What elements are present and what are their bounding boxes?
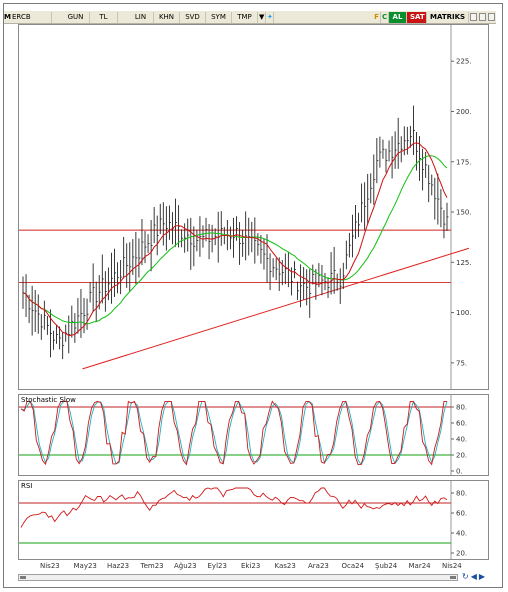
date-tick-label: Oca24 — [341, 562, 365, 570]
date-tick-label: Ara23 — [308, 562, 329, 570]
navigation-controls: ↻ ◀ ▶ — [462, 571, 492, 582]
scroll-left-icon[interactable]: ◀ — [470, 572, 477, 581]
toolbar-gap — [52, 12, 62, 23]
date-tick-label: Ağu23 — [174, 562, 197, 570]
sym-button[interactable]: SYM — [206, 11, 232, 23]
matriks-button[interactable]: MATRIKS — [427, 11, 469, 23]
date-tick-label: Kas23 — [274, 562, 296, 570]
fast-moving-average — [22, 142, 448, 337]
stochastic-tick-label: 40. — [456, 436, 467, 444]
close-button[interactable] — [488, 13, 495, 21]
rsi-main-line — [20, 487, 448, 528]
refresh-icon[interactable]: ↻ — [462, 572, 469, 581]
khn-button[interactable]: KHN — [154, 11, 180, 23]
price-tick-label: 100. — [456, 309, 472, 317]
chart-toolbar: M ERCB GUN TL LIN KHN SVD SYM TMP ▼ ✦ F … — [4, 11, 496, 24]
stochastic-panel[interactable]: 80. 60. 40. 20. 0. Stochastic Slow — [18, 394, 489, 476]
trend-line — [82, 247, 470, 370]
symbol-label: ERCB — [12, 12, 31, 21]
date-tick-label: Şub24 — [375, 562, 398, 570]
period-button[interactable]: GUN — [62, 11, 90, 23]
twitter-icon[interactable]: ✦ — [267, 11, 274, 23]
horizontal-scrollbar[interactable] — [18, 574, 458, 581]
buy-button[interactable]: AL — [389, 11, 407, 23]
rsi-panel[interactable]: 80. 60. 40. 20. RSI — [18, 480, 489, 560]
rsi-tick-label: 40. — [456, 530, 467, 538]
price-tick-label: 75. — [456, 359, 467, 367]
price-tick-label: 225. — [456, 58, 472, 66]
rsi-title: RSI — [21, 482, 33, 490]
date-tick-label: Eki23 — [241, 562, 261, 570]
price-chart: 225. 200. 175. 150. 125. 100. 75. — [19, 25, 472, 389]
stochastic-tick-label: 80. — [456, 404, 467, 412]
stochastic-chart: 80. 60. 40. 20. 0. — [19, 395, 467, 476]
svd-button[interactable]: SVD — [180, 11, 206, 23]
currency-button[interactable]: TL — [90, 11, 118, 23]
rsi-tick-label: 80. — [456, 490, 467, 498]
date-tick-label: Haz23 — [107, 562, 130, 570]
maximize-button[interactable] — [479, 13, 486, 21]
price-tick-label: 175. — [456, 158, 472, 166]
tmp-button[interactable]: TMP — [232, 11, 258, 23]
minimize-button[interactable] — [470, 13, 477, 21]
stochastic-title: Stochastic Slow — [21, 396, 76, 404]
date-tick-label: May23 — [73, 562, 97, 570]
stochastic-signal-line — [20, 400, 448, 466]
date-tick-label: Nis24 — [442, 562, 462, 570]
toolbar-gap — [118, 12, 128, 23]
price-tick-label: 200. — [456, 108, 472, 116]
price-tick-label: 125. — [456, 259, 472, 267]
symbol-box[interactable]: M ERCB — [4, 11, 52, 23]
stochastic-tick-label: 60. — [456, 420, 467, 428]
price-panel[interactable]: 225. 200. 175. 150. 125. 100. 75. — [18, 24, 489, 390]
scroll-left-handle[interactable] — [20, 576, 26, 579]
date-axis: Nis23 May23 Haz23 Tem23 Ağu23 Eyl23 Eki23 Kas23… — [18, 560, 489, 572]
sell-button[interactable]: SAT — [407, 11, 427, 23]
date-tick-label: Tem23 — [140, 562, 164, 570]
date-tick-label: Mar24 — [408, 562, 431, 570]
c-button[interactable]: C — [382, 11, 389, 23]
rsi-tick-label: 60. — [456, 510, 467, 518]
matriks-mark: M — [4, 12, 11, 21]
stochastic-main-line — [20, 400, 447, 466]
date-tick-label: Nis23 — [40, 562, 60, 570]
stochastic-tick-label: 20. — [456, 452, 467, 460]
slow-moving-average — [22, 155, 448, 325]
price-tick-label: 150. — [456, 209, 472, 217]
rsi-chart: 80. 60. 40. 20. — [19, 481, 467, 559]
scroll-right-handle[interactable] — [450, 576, 456, 579]
date-tick-label: Eyl23 — [207, 562, 227, 570]
scroll-right-icon[interactable]: ▶ — [478, 572, 486, 581]
dropdown-icon[interactable]: ▼ — [259, 11, 266, 23]
linear-scale-button[interactable]: LIN — [128, 11, 154, 23]
rsi-tick-label: 20. — [456, 550, 467, 558]
stochastic-tick-label: 0. — [456, 468, 463, 476]
f-button[interactable]: F — [373, 11, 381, 23]
